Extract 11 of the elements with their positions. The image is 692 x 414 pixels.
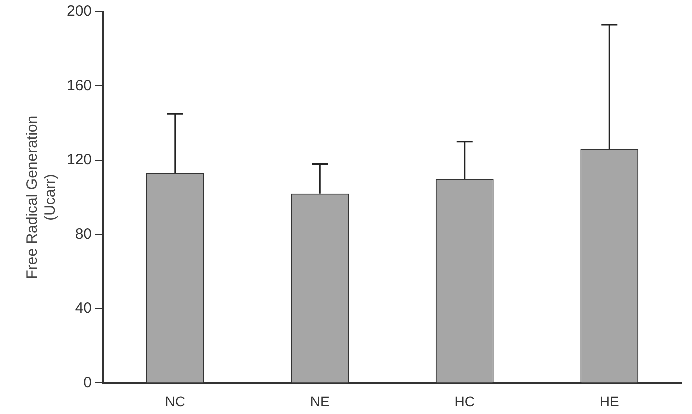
- y-tick-label: 160: [66, 77, 92, 94]
- y-tick-label: 40: [75, 300, 92, 318]
- y-tick-label: 120: [66, 152, 92, 169]
- y-tick-label: 0: [84, 374, 92, 392]
- y-axis-title: Free Radical Generation (Ucarr): [24, 116, 60, 280]
- x-tick-label: NE: [310, 393, 330, 410]
- y-tick-label: 200: [66, 3, 92, 20]
- y-tick-label: 80: [75, 226, 92, 243]
- x-tick-label: NC: [165, 393, 186, 410]
- x-tick-label: HC: [454, 393, 475, 410]
- x-tick-label: HE: [600, 393, 620, 410]
